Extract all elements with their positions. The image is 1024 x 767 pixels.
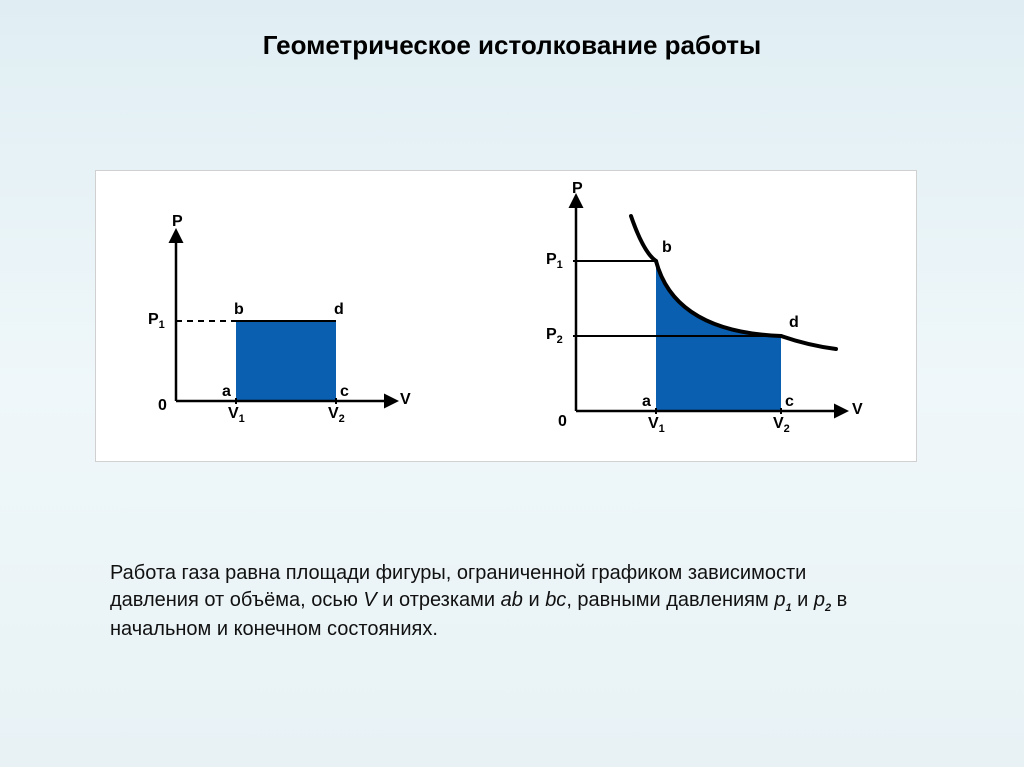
axis-label-v: V — [400, 391, 411, 409]
caption-part: , равными давлениям — [566, 589, 774, 611]
origin-label: 0 — [158, 397, 167, 415]
caption-p1: p1 — [774, 589, 791, 611]
point-d: d — [789, 314, 799, 332]
caption-italic: bc — [545, 589, 566, 611]
graph-curve: P V 0 P1 P2 b d a c V1 V2 — [536, 181, 866, 441]
point-c: c — [785, 393, 794, 411]
caption-p2: p2 — [814, 589, 831, 611]
point-b: b — [662, 239, 672, 257]
v1-label: V1 — [228, 405, 245, 425]
caption-part: и — [523, 589, 545, 611]
caption-p1-sym: p — [774, 589, 785, 611]
graph-isobaric: P V 0 P1 b d a c V1 V2 — [136, 211, 416, 431]
point-c: c — [340, 383, 349, 401]
v1-label: V1 — [648, 415, 665, 435]
p2-label: P2 — [546, 326, 563, 346]
caption-text: Работа газа равна площади фигуры, ограни… — [110, 560, 890, 643]
v2-label: V2 — [773, 415, 790, 435]
page-title: Геометрическое истолкование работы — [0, 30, 1024, 61]
caption-p2-sym: p — [814, 589, 825, 611]
point-b: b — [234, 301, 244, 319]
axis-label-p: P — [572, 180, 583, 198]
slide: Геометрическое истолкование работы P V 0 P1… — [0, 0, 1024, 767]
figure-panel: P V 0 P1 b d a c V1 V2 P V 0 P1 P2 b d a c V1 V2 — [95, 170, 917, 462]
caption-part: и — [792, 589, 814, 611]
caption-part: и отрезками — [377, 589, 501, 611]
p1-label: P1 — [546, 251, 563, 271]
caption-italic: ab — [501, 589, 523, 611]
point-a: a — [222, 383, 231, 401]
axis-label-p: P — [172, 213, 183, 231]
origin-label: 0 — [558, 413, 567, 431]
point-a: a — [642, 393, 651, 411]
point-d: d — [334, 301, 344, 319]
p1-label: P1 — [148, 311, 165, 331]
v2-label: V2 — [328, 405, 345, 425]
axis-label-v: V — [852, 401, 863, 419]
caption-italic: V — [363, 589, 376, 611]
